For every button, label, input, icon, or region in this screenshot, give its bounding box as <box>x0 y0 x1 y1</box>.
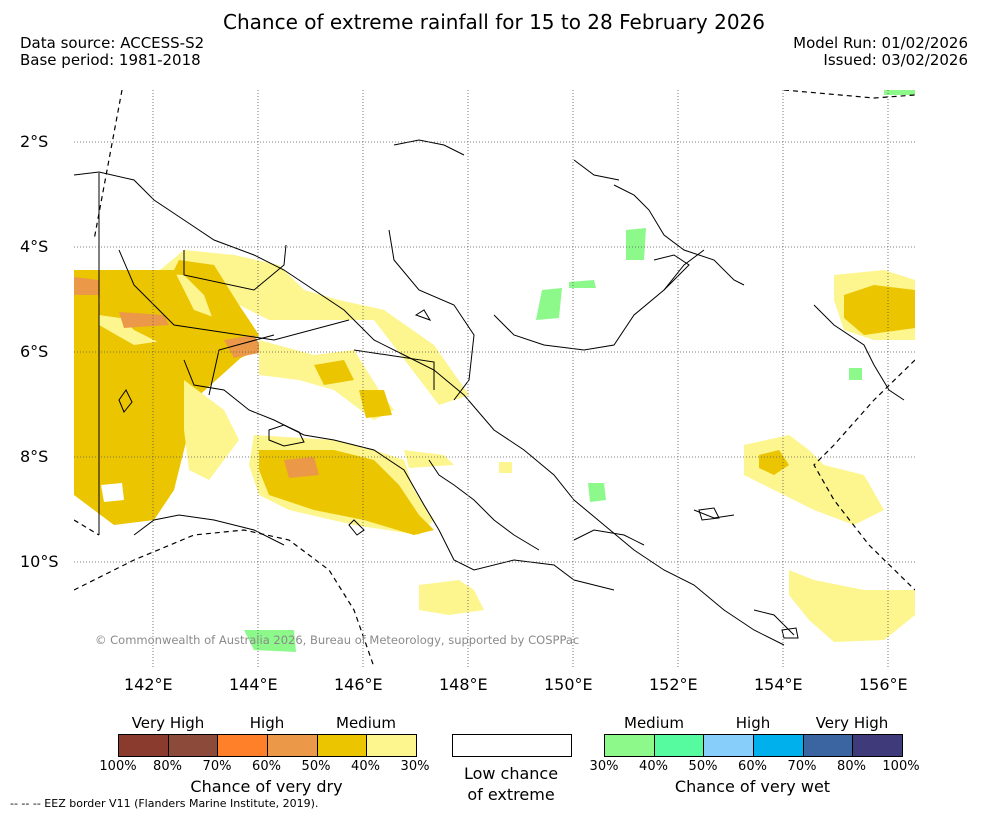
wet-color-swatch <box>802 735 853 756</box>
wet-tick-label: 100% <box>882 759 920 774</box>
wet-tick-label: 30% <box>589 759 619 774</box>
dry-color-swatch <box>119 735 168 756</box>
data-source: Data source: ACCESS-S2 <box>20 34 205 52</box>
wet-color-swatch <box>703 735 754 756</box>
longitude-label: 146°E <box>334 675 383 694</box>
dry-tick-label: 60% <box>252 759 281 774</box>
dry-color-swatch <box>366 735 417 756</box>
dry-colorbar <box>118 734 417 757</box>
longitude-label: 142°E <box>124 675 173 694</box>
dry-level-very-high: Very High <box>131 714 205 732</box>
longitude-label: 150°E <box>544 675 593 694</box>
wet-level-medium: Medium <box>624 714 684 732</box>
eez-footnote: -- -- -- EEZ border V11 (Flanders Marine… <box>10 797 319 810</box>
very-dry-shading <box>74 250 915 642</box>
graticule <box>74 90 915 667</box>
copyright-notice: © Commonwealth of Australia 2026, Bureau… <box>95 633 580 647</box>
low-chance-box <box>452 734 572 757</box>
island-details <box>118 309 799 639</box>
dry-color-swatch <box>267 735 317 756</box>
wet-tick-label: 80% <box>837 759 866 774</box>
latitude-label: 10°S <box>20 552 59 571</box>
latitude-label: 6°S <box>20 342 49 361</box>
dry-level-medium: Medium <box>336 714 396 732</box>
dry-tick-label: 70% <box>202 759 232 774</box>
longitude-label: 154°E <box>754 675 803 694</box>
wet-caption: Chance of very wet <box>674 777 831 796</box>
dry-tick-label: 30% <box>400 759 430 774</box>
wet-color-swatch <box>605 735 654 756</box>
dry-color-swatch <box>217 735 268 756</box>
longitude-label: 156°E <box>859 675 908 694</box>
source-info: Data source: ACCESS-S2 Base period: 1981… <box>20 35 204 69</box>
coastlines <box>74 139 905 646</box>
wet-level-very-high: Very High <box>815 714 889 732</box>
dry-caption: Chance of very dry <box>190 777 343 796</box>
latitude-label: 8°S <box>20 447 49 466</box>
eez-borders <box>74 90 915 667</box>
dry-color-swatch <box>167 735 218 756</box>
wet-tick-label: 60% <box>738 759 767 774</box>
dry-tick-label: 40% <box>351 759 380 774</box>
very-wet-shading <box>244 90 915 652</box>
map-title: Chance of extreme rainfall for 15 to 28 … <box>223 10 765 34</box>
latitude-label: 4°S <box>20 237 49 256</box>
wet-tick-label: 40% <box>639 759 668 774</box>
rainfall-map <box>74 90 915 667</box>
model-run: Model Run: 01/02/2026 <box>793 34 968 52</box>
longitude-label: 148°E <box>439 675 488 694</box>
wet-color-swatch <box>653 735 704 756</box>
wet-color-swatch <box>852 735 903 756</box>
longitude-label: 152°E <box>649 675 698 694</box>
issued-date: Issued: 03/02/2026 <box>823 51 968 69</box>
dry-level-high: High <box>249 714 285 732</box>
wet-level-high: High <box>735 714 771 732</box>
dry-tick-label: 80% <box>153 759 182 774</box>
run-info: Model Run: 01/02/2026 Issued: 03/02/2026 <box>793 35 968 69</box>
base-period: Base period: 1981-2018 <box>20 51 201 69</box>
latitude-label: 2°S <box>20 132 49 151</box>
dry-tick-label: 50% <box>301 759 331 774</box>
wet-color-swatch <box>753 735 803 756</box>
wet-tick-label: 50% <box>688 759 718 774</box>
low-caption-line2: of extreme <box>467 785 555 804</box>
dry-tick-label: 100% <box>99 759 137 774</box>
wet-colorbar <box>604 734 903 757</box>
longitude-label: 144°E <box>229 675 278 694</box>
dry-color-swatch <box>316 735 367 756</box>
wet-tick-label: 70% <box>787 759 817 774</box>
low-caption-line1: Low chance <box>463 764 559 783</box>
low-chance-caption: Low chance of extreme <box>440 763 582 805</box>
